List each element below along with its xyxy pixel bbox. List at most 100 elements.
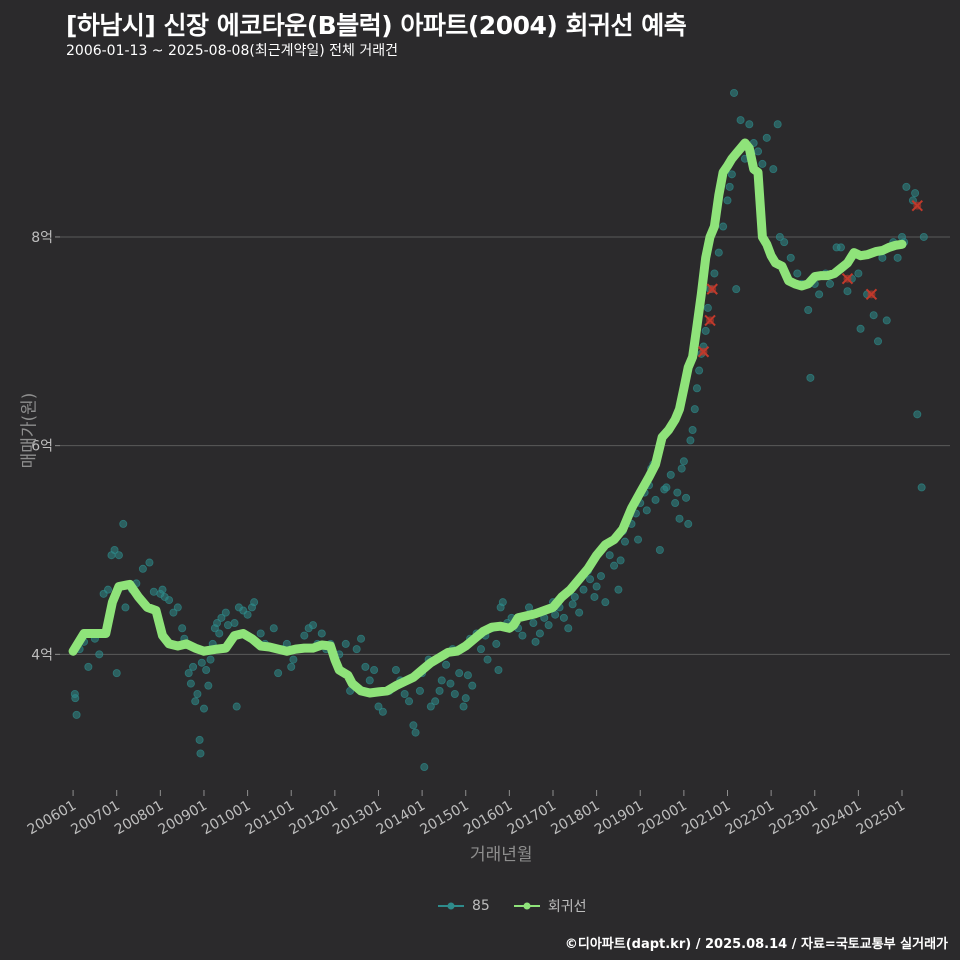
scatter-point [703, 303, 712, 312]
source-credit: ©디아파트(dapt.kr) / 2025.08.14 / 자료=국토교통부 실… [564, 937, 948, 952]
outlier-marker [704, 314, 716, 327]
x-tick-label: 200801 [112, 798, 166, 839]
outlier-marker [841, 272, 854, 285]
scatter-point [378, 707, 387, 716]
x-tick-label: 200601 [25, 798, 79, 839]
scatter-point [197, 658, 206, 667]
scatter-point [110, 546, 119, 555]
scatter-point [736, 116, 745, 125]
scatter-point [370, 666, 379, 675]
y-tick-label: 8억 [31, 230, 53, 246]
x-tick-label: 202001 [636, 798, 690, 839]
scatter-point [217, 613, 226, 622]
scatter-point [710, 269, 719, 278]
scatter-point [374, 702, 383, 711]
legend: 85 회귀선 [436, 896, 586, 916]
scatter-point [682, 493, 691, 502]
scatter-point [114, 551, 123, 560]
scatter-point [431, 697, 440, 706]
scatter-point [202, 666, 211, 675]
scatter-point [317, 629, 326, 638]
scatter-point [620, 537, 629, 546]
scatter-point [221, 608, 230, 617]
scatter-point [690, 405, 699, 414]
x-tick-label: 201301 [330, 798, 384, 839]
scatter-point [300, 631, 309, 640]
scatter-point [138, 564, 147, 573]
scatter-point [173, 603, 182, 612]
scatter-point [72, 710, 81, 719]
scatter-point [426, 702, 435, 711]
scatter-point [184, 669, 193, 678]
scatter-point [199, 704, 208, 713]
scatter-point [256, 629, 265, 638]
scatter-point [357, 634, 366, 643]
scatter-point [529, 619, 538, 628]
legend-label-85: 85 [472, 898, 490, 914]
scatter-point [524, 603, 533, 612]
scatter-point [149, 587, 158, 596]
regression-series [68, 138, 907, 698]
scatter-point [651, 495, 660, 504]
scatter-point [213, 619, 222, 628]
x-tick-label: 202501 [854, 798, 908, 839]
scatter-point [586, 575, 595, 584]
scatter-point [420, 763, 429, 772]
scatter-point [564, 624, 573, 633]
legend-swatch-85-icon [438, 902, 464, 910]
scatter-point [498, 598, 507, 607]
y-axis-ticks: 4억 6억 8억 [31, 230, 60, 663]
scatter-point [119, 519, 128, 528]
scatter-point [289, 655, 298, 664]
scatter-point [762, 133, 771, 142]
scatter-point [223, 621, 232, 630]
scatter-point [610, 561, 619, 570]
scatter-point [596, 572, 605, 581]
scatter-point [758, 159, 767, 168]
x-tick-label: 202201 [723, 798, 777, 839]
scatter-point [494, 666, 503, 675]
scatter-point [806, 373, 815, 382]
scatter-point [178, 624, 187, 633]
scatter-point [145, 558, 154, 567]
scatter-point [121, 603, 130, 612]
x-tick-label: 201101 [243, 798, 297, 839]
outlier-marker [865, 288, 878, 301]
scatter-point [230, 619, 239, 628]
scatter-point [893, 253, 902, 262]
scatter-point [673, 488, 682, 497]
scatter-point [442, 660, 451, 669]
scatter-point [169, 608, 178, 617]
scatter-point [165, 596, 174, 605]
scatter-point [492, 639, 501, 648]
y-axis-label: 매매가(원) [19, 392, 40, 469]
scatter-point [642, 506, 651, 515]
scatter-point [634, 535, 643, 544]
scatter-point [361, 662, 370, 671]
chart-subtitle: 2006-01-13 ~ 2025-08-08(최근계약일) 전체 거래건 [66, 43, 398, 59]
outlier-marker [706, 283, 718, 295]
legend-item-85: 85 [436, 898, 490, 914]
scatter-point [575, 608, 584, 617]
x-tick-label: 201501 [417, 798, 471, 839]
scatter-point [714, 248, 723, 257]
scatter-point [232, 702, 241, 711]
scatter-point [400, 690, 409, 699]
outlier-markers [697, 199, 923, 358]
scatter-point [614, 585, 623, 594]
scatter-point [679, 457, 688, 466]
legend-swatch-regression-icon [513, 902, 540, 910]
scatter-point [483, 655, 492, 664]
scatter-point [579, 585, 588, 594]
scatter-point [196, 749, 205, 758]
scatter-point [269, 624, 278, 633]
x-tick-label: 202301 [766, 798, 820, 839]
scatter-point [695, 366, 704, 375]
x-tick-label: 201401 [374, 798, 428, 839]
scatter-point [570, 592, 579, 601]
x-axis-label: 거래년월 [470, 845, 533, 865]
scatter-point [437, 676, 446, 685]
scatter-point [409, 721, 418, 730]
scatter-point [913, 410, 922, 419]
